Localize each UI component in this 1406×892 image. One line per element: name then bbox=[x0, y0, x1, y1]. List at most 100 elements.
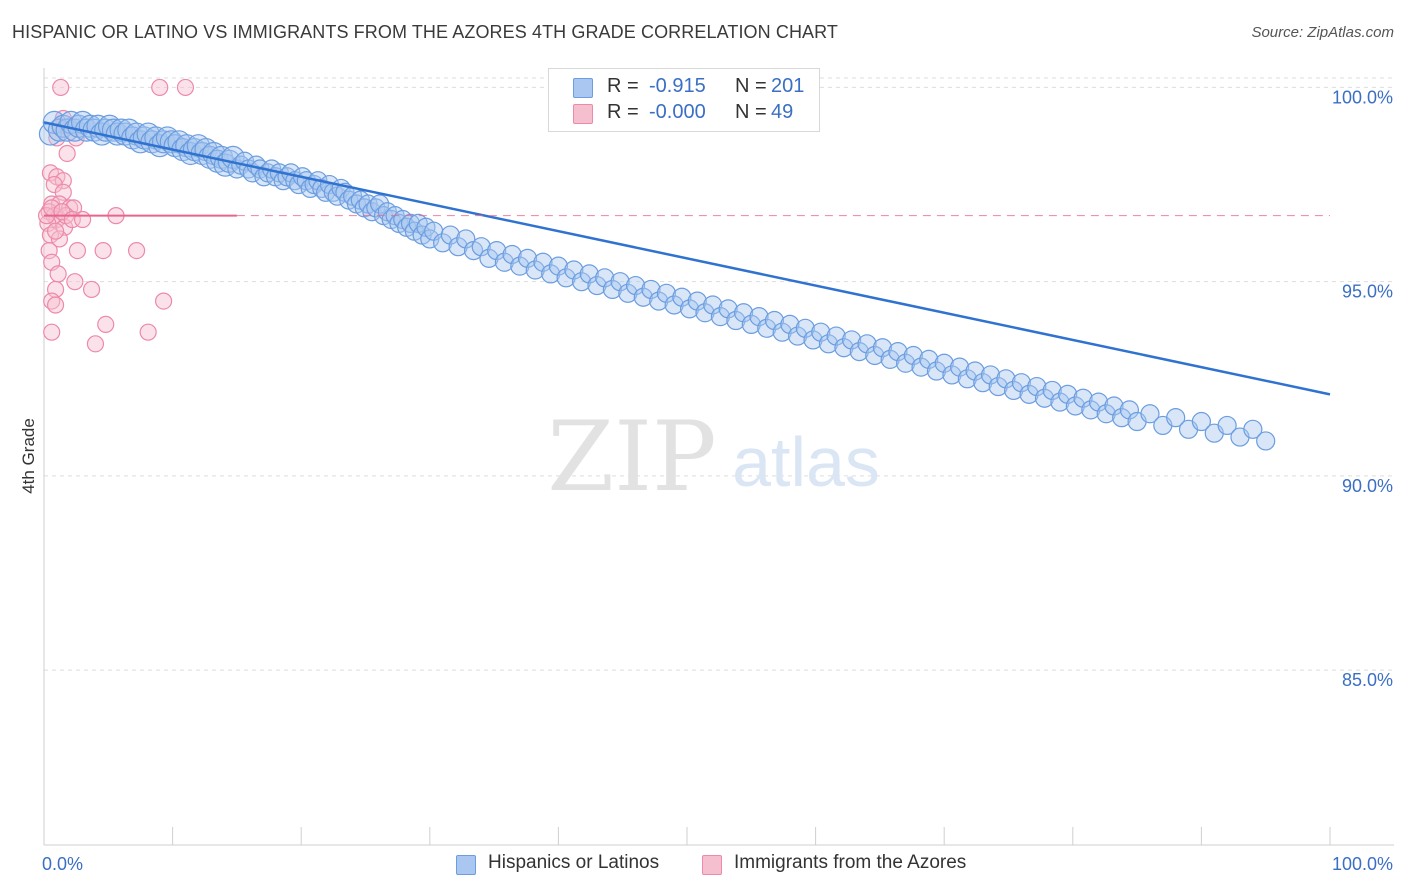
point-azores bbox=[139, 323, 157, 341]
point-hispanic bbox=[896, 353, 916, 373]
legend-r-label: R = bbox=[607, 101, 639, 123]
point-hispanic bbox=[548, 256, 569, 276]
point-hispanic bbox=[649, 291, 669, 311]
point-hispanic bbox=[826, 326, 846, 346]
y-tick-label: 100.0% bbox=[1332, 87, 1393, 107]
point-hispanic bbox=[919, 349, 939, 369]
point-hispanic bbox=[857, 334, 877, 354]
point-hispanic bbox=[625, 275, 646, 296]
point-hispanic bbox=[456, 229, 476, 249]
point-azores bbox=[49, 265, 67, 283]
point-hispanic bbox=[1217, 415, 1237, 436]
point-hispanic bbox=[672, 287, 692, 307]
point-hispanic bbox=[479, 248, 499, 268]
source-label: Source: ZipAtlas.com bbox=[1251, 24, 1394, 41]
point-hispanic bbox=[1081, 400, 1101, 420]
point-hispanic bbox=[811, 322, 831, 342]
point-hispanic bbox=[664, 295, 684, 315]
legend-n-value: 49 bbox=[771, 101, 794, 123]
point-hispanic bbox=[602, 279, 623, 300]
point-hispanic bbox=[957, 369, 977, 389]
legend-n-label: N = bbox=[735, 101, 767, 123]
bottom-legend-swatch-blue bbox=[456, 855, 476, 875]
points-azores bbox=[37, 78, 195, 353]
point-hispanic bbox=[942, 365, 962, 385]
point-hispanic bbox=[618, 283, 638, 303]
point-azores bbox=[46, 296, 65, 314]
point-hispanic bbox=[1140, 404, 1160, 424]
point-hispanic bbox=[595, 268, 615, 288]
point-azores bbox=[52, 78, 70, 97]
legend-swatch-blue bbox=[573, 78, 593, 98]
point-hispanic bbox=[726, 310, 746, 331]
point-hispanic bbox=[1073, 388, 1093, 408]
point-hispanic bbox=[541, 264, 561, 284]
legend-swatch-pink bbox=[573, 104, 593, 124]
point-hispanic bbox=[525, 260, 545, 280]
point-hispanic bbox=[471, 237, 491, 257]
point-hispanic bbox=[934, 353, 954, 373]
point-hispanic bbox=[1027, 376, 1047, 397]
point-hispanic bbox=[370, 194, 390, 214]
point-azores bbox=[50, 230, 69, 248]
legend-row-azores: R = -0.000 N = 49 bbox=[549, 101, 819, 127]
point-hispanic bbox=[633, 287, 653, 307]
point-hispanic bbox=[1096, 404, 1116, 424]
point-hispanic bbox=[494, 252, 514, 272]
point-hispanic bbox=[579, 264, 599, 284]
point-azores bbox=[54, 172, 72, 190]
point-hispanic bbox=[1042, 380, 1062, 401]
point-hispanic bbox=[510, 256, 530, 276]
axis-layer bbox=[43, 68, 1394, 846]
point-hispanic bbox=[903, 345, 923, 366]
x-tick-label: 0.0% bbox=[42, 854, 83, 874]
point-hispanic bbox=[1065, 396, 1085, 416]
point-hispanic bbox=[1034, 388, 1055, 408]
point-hispanic bbox=[656, 283, 677, 303]
point-hispanic bbox=[1243, 419, 1263, 439]
point-hispanic bbox=[880, 349, 900, 369]
point-azores bbox=[176, 78, 195, 97]
point-hispanic bbox=[980, 365, 1001, 385]
point-hispanic bbox=[1166, 408, 1186, 428]
label-layer: 100.0% 95.0% 90.0% 85.0% 0.0% 100.0% 4th Grade bbox=[19, 87, 1393, 874]
point-hispanic bbox=[448, 237, 468, 257]
point-hispanic bbox=[610, 272, 630, 292]
point-hispanic bbox=[710, 307, 731, 327]
legend-n-label: N = bbox=[735, 75, 767, 97]
point-hispanic bbox=[888, 342, 908, 362]
bottom-legend-label: Hispanics or Latinos bbox=[488, 852, 660, 873]
legend-r-value: -0.915 bbox=[649, 75, 706, 97]
legend-n-value: 201 bbox=[771, 75, 805, 97]
point-hispanic bbox=[1256, 431, 1276, 451]
point-hispanic bbox=[1104, 396, 1124, 416]
point-azores bbox=[94, 241, 112, 260]
point-azores bbox=[151, 78, 169, 97]
point-hispanic bbox=[433, 233, 453, 253]
point-azores bbox=[46, 222, 65, 240]
bottom-legend-swatch-pink bbox=[702, 855, 722, 875]
point-hispanic bbox=[1112, 408, 1132, 428]
point-hispanic bbox=[950, 357, 970, 377]
point-hispanic bbox=[1088, 392, 1109, 412]
point-hispanic bbox=[564, 260, 584, 280]
point-hispanic bbox=[1011, 373, 1031, 393]
point-hispanic bbox=[718, 299, 738, 319]
point-hispanic bbox=[787, 326, 808, 346]
trend-hispanic bbox=[43, 121, 1331, 396]
point-hispanic bbox=[679, 299, 700, 319]
point-hispanic bbox=[1058, 384, 1078, 404]
trend-layer bbox=[43, 121, 1331, 396]
point-hispanic bbox=[487, 240, 507, 261]
y-tick-label: 90.0% bbox=[1342, 476, 1393, 496]
point-hispanic bbox=[965, 361, 985, 381]
point-hispanic bbox=[741, 314, 761, 335]
point-hispanic bbox=[988, 376, 1008, 397]
point-azores bbox=[58, 144, 76, 163]
point-hispanic bbox=[641, 279, 661, 300]
point-hispanic bbox=[517, 248, 538, 268]
point-azores bbox=[66, 273, 84, 291]
y-tick-label: 95.0% bbox=[1342, 282, 1393, 302]
bottom-legend-label: Immigrants from the Azores bbox=[734, 852, 967, 873]
